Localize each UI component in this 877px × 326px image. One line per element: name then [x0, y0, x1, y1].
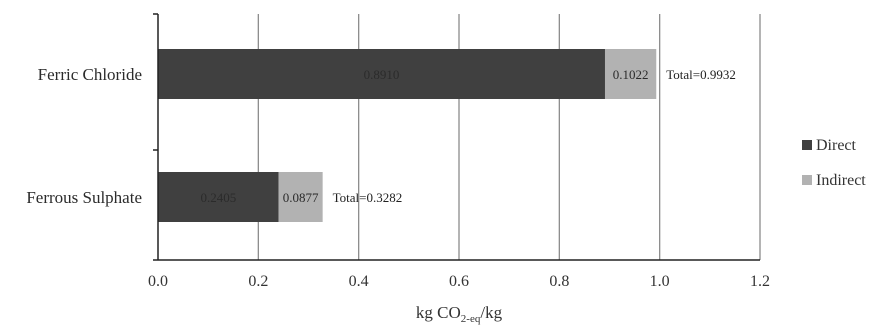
legend-label-indirect: Indirect	[816, 172, 866, 189]
axes	[153, 13, 760, 261]
category-label: Ferric Chloride	[38, 65, 142, 84]
data-label: 0.0877	[283, 190, 319, 205]
x-tick-label: 0.0	[148, 273, 168, 290]
legend-swatch-direct	[802, 140, 812, 150]
bar-segment-direct	[158, 49, 605, 99]
bars	[158, 49, 657, 222]
labels: 0.8910 0.1022 Total=0.9932 Ferric Chloride 0…	[26, 65, 770, 290]
x-tick-label: 0.4	[349, 273, 369, 290]
legend: Direct Indirect	[802, 137, 866, 189]
x-tick-label: 0.2	[248, 273, 268, 290]
bar-segment-indirect	[278, 172, 323, 222]
data-label: 0.8910	[364, 67, 400, 82]
bar-segment-indirect	[604, 49, 657, 99]
data-label: 0.2405	[200, 190, 236, 205]
data-label: 0.1022	[613, 67, 649, 82]
x-tick-label: 1.2	[750, 273, 770, 290]
total-label: Total=0.3282	[333, 190, 403, 205]
x-tick-label: 1.0	[650, 273, 670, 290]
legend-label-direct: Direct	[816, 137, 857, 154]
x-axis-title: kg CO2-eq/kg	[416, 303, 503, 325]
x-tick-label: 0.8	[549, 273, 569, 290]
bar-segment-direct	[158, 172, 279, 222]
total-label: Total=0.9932	[666, 67, 736, 82]
legend-swatch-indirect	[802, 175, 812, 185]
x-tick-label: 0.6	[449, 273, 469, 290]
category-label: Ferrous Sulphate	[26, 188, 142, 207]
